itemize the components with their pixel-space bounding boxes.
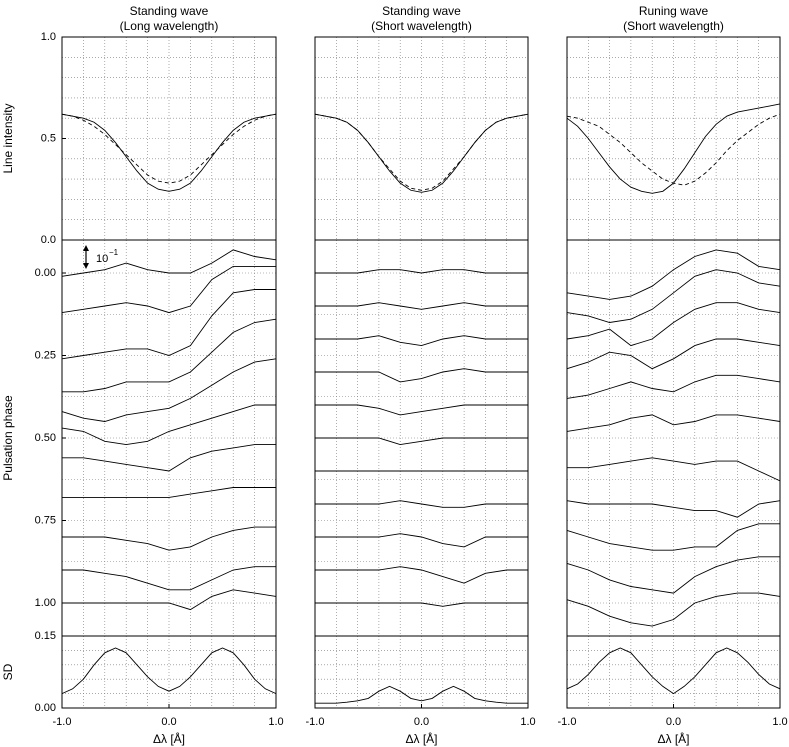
line xyxy=(61,647,277,695)
line xyxy=(62,589,277,611)
y-tick-label: 0.00 xyxy=(35,702,56,714)
y-axis-label: SD xyxy=(1,663,15,680)
column-subtitle: (Long wavelength) xyxy=(120,19,219,33)
column-title: Standing wave xyxy=(382,4,461,18)
x-tick-label: 0.0 xyxy=(161,716,176,728)
y-tick-label: 1.00 xyxy=(35,597,56,609)
line xyxy=(62,526,276,551)
y-axis-label: Pulsation phase xyxy=(1,395,15,481)
y-tick-label: 0.5 xyxy=(41,132,56,144)
y-tick-label: 0.15 xyxy=(35,630,56,642)
arrow-head xyxy=(83,263,89,269)
x-tick-label: 0.0 xyxy=(414,716,429,728)
arrow-head xyxy=(83,245,89,251)
line xyxy=(61,358,277,422)
line xyxy=(566,338,781,370)
column-subtitle: (Short wavelength) xyxy=(371,19,472,33)
x-tick-label: -1.0 xyxy=(53,716,72,728)
y-axis-label: Line intensity xyxy=(1,103,15,173)
line xyxy=(566,249,781,300)
line xyxy=(566,647,781,695)
line xyxy=(315,302,528,310)
column-title: Runing wave xyxy=(639,4,709,18)
line xyxy=(315,335,528,347)
line xyxy=(62,487,276,498)
scale-label: 10 xyxy=(96,253,108,265)
line xyxy=(315,685,528,704)
x-axis-label: Δλ [Å] xyxy=(405,731,437,746)
column-subtitle: (Short wavelength) xyxy=(623,19,724,33)
line xyxy=(315,602,528,607)
y-tick-label: 0.50 xyxy=(35,432,56,444)
line xyxy=(62,318,277,393)
line xyxy=(315,368,528,383)
y-tick-label: 0.25 xyxy=(35,349,56,361)
line xyxy=(62,566,276,591)
x-tick-label: -1.0 xyxy=(306,716,325,728)
x-tick-label: 0.0 xyxy=(666,716,681,728)
line xyxy=(566,556,780,594)
line xyxy=(61,265,276,314)
line xyxy=(566,414,781,432)
y-tick-label: 0.75 xyxy=(35,514,56,526)
line xyxy=(61,404,276,446)
line xyxy=(315,404,528,416)
y-tick-label: 0.00 xyxy=(35,267,56,279)
line xyxy=(566,374,781,399)
x-tick-label: -1.0 xyxy=(558,716,577,728)
line xyxy=(566,500,781,518)
column-title: Standing wave xyxy=(130,4,209,18)
line xyxy=(566,302,781,347)
scale-exponent: −1 xyxy=(109,248,119,257)
line xyxy=(61,249,277,277)
x-tick-label: 1.0 xyxy=(268,716,283,728)
y-tick-label: 1.0 xyxy=(41,31,56,43)
y-tick-label: 0.0 xyxy=(41,234,56,246)
line xyxy=(566,523,780,551)
x-tick-label: 1.0 xyxy=(520,716,535,728)
line xyxy=(567,457,781,482)
line xyxy=(566,269,781,323)
line xyxy=(315,500,528,508)
line xyxy=(315,269,528,274)
x-tick-label: 1.0 xyxy=(772,716,787,728)
line xyxy=(314,113,529,193)
line xyxy=(315,437,528,446)
line xyxy=(566,592,781,627)
x-axis-label: Δλ [Å] xyxy=(657,731,689,746)
line xyxy=(314,113,529,191)
x-axis-label: Δλ [Å] xyxy=(153,731,185,746)
line xyxy=(315,566,528,584)
line xyxy=(315,533,528,548)
line xyxy=(61,113,277,192)
line xyxy=(566,113,781,186)
line xyxy=(62,444,276,472)
line xyxy=(61,289,276,360)
